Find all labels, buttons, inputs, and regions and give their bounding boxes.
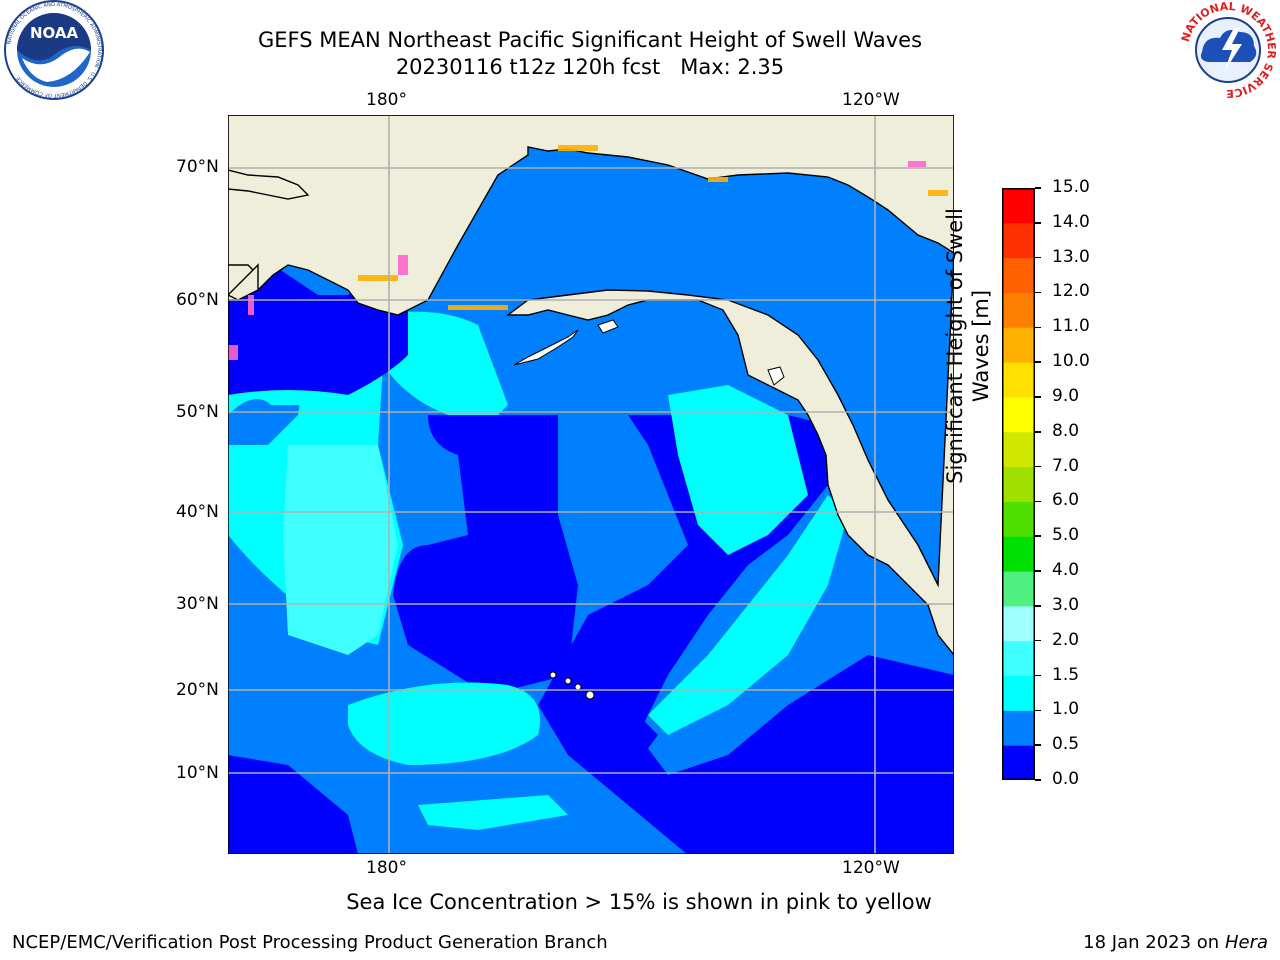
colorbar-tick-label: 15.0 — [1052, 177, 1090, 197]
colorbar-tick-label: 0.5 — [1052, 734, 1080, 755]
colorbar-tick-mark — [1035, 291, 1041, 294]
sea-ice-note: Sea Ice Concentration > 15% is shown in … — [346, 890, 932, 914]
colorbar-tick-mark — [1035, 744, 1041, 746]
colorbar-tick-label: 6.0 — [1052, 490, 1080, 511]
bottom-lon-label-180: 180° — [366, 858, 407, 878]
colorbar-tick-mark — [1035, 605, 1041, 607]
colorbar-tick-mark — [1035, 535, 1041, 537]
colorbar-tick-label: 2.0 — [1052, 629, 1080, 650]
sea-ice — [228, 145, 948, 360]
colorbar-tick-mark — [1035, 256, 1041, 259]
chart-subtitle: 20230116 t12z 120h fcst Max: 2.35 — [395, 55, 785, 79]
colorbar-tick-label: 0.0 — [1052, 769, 1080, 789]
top-lon-label-120w: 120°W — [842, 90, 900, 110]
svg-text:NOAA: NOAA — [30, 24, 79, 42]
colorbar-tick-mark — [1035, 500, 1041, 503]
lat-label-60n: 60°N — [176, 290, 219, 310]
colorbar-tick-label: 11.0 — [1052, 316, 1090, 337]
colorbar-label-line1: Significant Height of Swell — [943, 208, 967, 484]
colorbar-tick-mark — [1035, 570, 1041, 572]
lat-label-30n: 30°N — [176, 594, 219, 614]
colorbar-tick-mark — [1035, 779, 1041, 781]
land-areas — [228, 115, 954, 657]
colorbar-tick-mark — [1035, 396, 1041, 398]
colorbar-segment — [1002, 571, 1035, 607]
colorbar-tick-label: 10.0 — [1052, 351, 1090, 372]
top-lon-label-180: 180° — [366, 90, 407, 110]
colorbar-tick-label: 1.5 — [1052, 664, 1080, 685]
colorbar-tick-mark — [1035, 431, 1041, 433]
footer-host: Hera — [1224, 932, 1268, 953]
colorbar-segment — [1002, 501, 1035, 537]
colorbar-segment — [1002, 222, 1035, 259]
colorbar-tick-label: 4.0 — [1052, 560, 1080, 581]
colorbar-tick-label: 8.0 — [1052, 420, 1080, 441]
colorbar-segment — [1002, 327, 1035, 363]
colorbar-segment — [1002, 431, 1035, 468]
lat-label-20n: 20°N — [176, 680, 219, 700]
colorbar-segment — [1002, 396, 1035, 433]
colorbar-tick-mark — [1035, 709, 1041, 712]
colorbar-segment — [1002, 605, 1035, 642]
colorbar-tick-mark — [1035, 674, 1041, 677]
colorbar-tick-label: 9.0 — [1052, 385, 1080, 406]
lat-label-50n: 50°N — [176, 402, 219, 422]
footer-date: 18 Jan 2023 on Hera — [1083, 932, 1268, 953]
noaa-logo: NATIONAL OCEANIC AND ATMOSPHERIC ADMINIS… — [2, 0, 106, 100]
footer-credit: NCEP/EMC/Verification Post Processing Pr… — [12, 932, 608, 953]
colorbar-segment — [1002, 466, 1035, 502]
colorbar-tick-label: 13.0 — [1052, 246, 1090, 267]
nws-logo: NATIONAL WEATHER SERVICE — [1176, 0, 1280, 100]
colorbar-segment — [1002, 257, 1035, 293]
colorbar-segment — [1002, 362, 1035, 398]
colorbar-label-line2: Waves [m] — [969, 289, 993, 403]
bottom-lon-label-120w: 120°W — [842, 858, 900, 878]
lat-label-40n: 40°N — [176, 502, 219, 522]
colorbar-segment — [1002, 710, 1035, 746]
colorbar — [1002, 188, 1035, 780]
colorbar-segment — [1002, 292, 1035, 328]
colorbar-tick-mark — [1035, 361, 1041, 363]
colorbar-tick-mark — [1035, 639, 1041, 642]
colorbar-segment — [1002, 536, 1035, 572]
swell-field — [228, 235, 954, 854]
lat-label-70n: 70°N — [176, 157, 219, 177]
colorbar-tick-label: 12.0 — [1052, 281, 1090, 302]
colorbar-segment — [1002, 745, 1035, 780]
colorbar-tick-mark — [1035, 222, 1041, 224]
colorbar-tick-label: 5.0 — [1052, 525, 1080, 546]
colorbar-tick-label: 1.0 — [1052, 699, 1080, 720]
colorbar-tick-mark — [1035, 326, 1041, 329]
chart-title: GEFS MEAN Northeast Pacific Significant … — [257, 28, 923, 52]
colorbar-segment — [1002, 188, 1035, 224]
colorbar-tick-label: 14.0 — [1052, 211, 1090, 232]
colorbar-segment — [1002, 640, 1035, 677]
graticule — [228, 115, 954, 854]
colorbar-tick-label: 7.0 — [1052, 455, 1080, 476]
lat-label-10n: 10°N — [176, 763, 219, 783]
swell-height-map — [228, 115, 954, 854]
colorbar-tick-label: 3.0 — [1052, 594, 1080, 615]
colorbar-tick-mark — [1035, 465, 1041, 468]
colorbar-tick-mark — [1035, 187, 1041, 189]
colorbar-segment — [1002, 675, 1035, 711]
